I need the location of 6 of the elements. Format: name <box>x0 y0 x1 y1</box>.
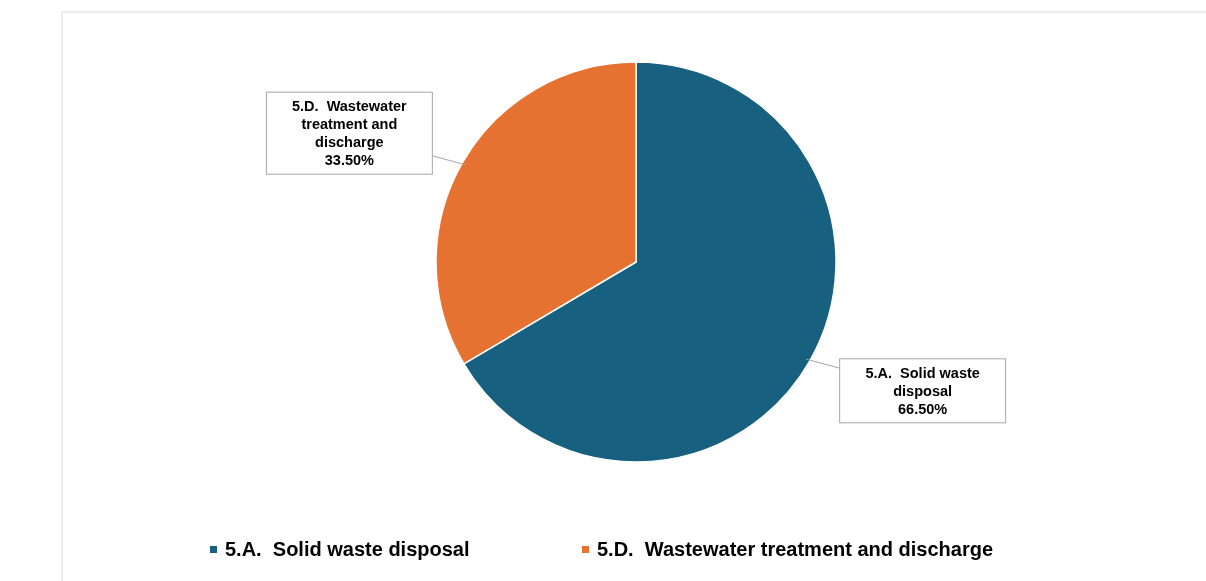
data-label: 33.50% <box>324 152 375 169</box>
legend-label: 5.A. Solid waste disposal <box>225 538 470 560</box>
legend-label: 5.D. Wastewater treatment and discharge <box>597 538 994 560</box>
data-label: 66.50% <box>898 400 948 417</box>
slice-label: 5.D. Wastewater treatment and discharge <box>292 98 408 151</box>
slice-label: 5.A. Solid waste disposal <box>865 364 980 399</box>
